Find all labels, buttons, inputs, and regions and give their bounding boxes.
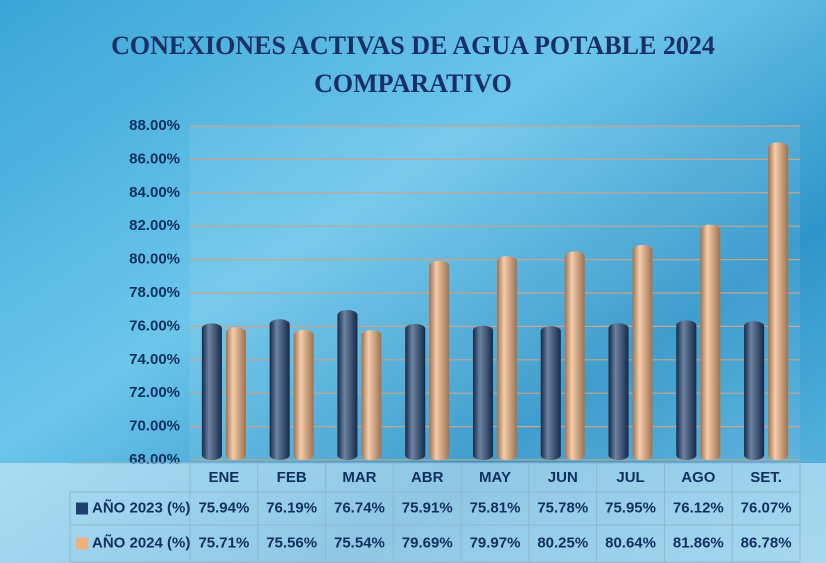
- data-label: 76.74%: [334, 499, 385, 516]
- y-tick-label: 68.00%: [129, 451, 180, 468]
- bar: [429, 260, 450, 460]
- data-label: 75.95%: [605, 499, 656, 516]
- bar: [225, 327, 246, 460]
- y-tick-label: 78.00%: [129, 284, 180, 301]
- y-tick-label: 76.00%: [129, 317, 180, 334]
- data-label: 80.64%: [605, 534, 656, 551]
- y-tick-label: 70.00%: [129, 418, 180, 435]
- y-tick-label: 82.00%: [129, 217, 180, 234]
- bar: [744, 321, 765, 460]
- data-label: 75.81%: [470, 499, 521, 516]
- y-tick-label: 86.00%: [129, 150, 180, 167]
- bar: [632, 244, 653, 460]
- data-label: 81.86%: [673, 534, 724, 551]
- bar: [337, 310, 358, 460]
- data-label: 79.97%: [470, 534, 521, 551]
- legend-swatch: [76, 537, 88, 550]
- data-label: 76.07%: [741, 499, 792, 516]
- data-label: 76.19%: [266, 499, 317, 516]
- bar: [676, 320, 697, 460]
- bar: [497, 256, 517, 460]
- legend-label: AÑO 2024 (%): [92, 533, 190, 551]
- y-tick-label: 72.00%: [129, 384, 180, 401]
- y-tick-label: 88.00%: [129, 117, 180, 134]
- data-label: 75.91%: [402, 499, 453, 516]
- data-label: 79.69%: [402, 534, 453, 551]
- x-tick-label: SET.: [750, 469, 782, 486]
- data-label: 80.25%: [537, 534, 588, 551]
- x-tick-label: FEB: [277, 469, 307, 486]
- table-background: [0, 463, 826, 563]
- bar: [564, 251, 585, 460]
- x-tick-label: AGO: [681, 469, 716, 486]
- legend-label: AÑO 2023 (%): [92, 498, 190, 516]
- bar: [201, 323, 222, 460]
- chart-title: CONEXIONES ACTIVAS DE AGUA POTABLE 2024: [111, 31, 715, 60]
- bar: [768, 142, 789, 460]
- bar: [700, 224, 721, 460]
- data-label: 86.78%: [741, 534, 792, 551]
- x-tick-label: ABR: [411, 469, 444, 486]
- chart-subtitle: COMPARATIVO: [314, 69, 512, 98]
- data-label: 75.71%: [198, 534, 249, 551]
- bar: [293, 329, 314, 460]
- data-label: 76.12%: [673, 499, 724, 516]
- x-tick-label: JUL: [616, 469, 644, 486]
- bar: [405, 323, 426, 460]
- data-label: 75.78%: [537, 499, 588, 516]
- y-tick-label: 80.00%: [129, 251, 180, 268]
- bar: [473, 325, 493, 460]
- bar: [540, 326, 561, 460]
- x-tick-label: MAR: [342, 469, 376, 486]
- x-tick-label: ENE: [208, 469, 239, 486]
- x-tick-label: JUN: [548, 469, 578, 486]
- data-label: 75.94%: [198, 499, 249, 516]
- data-label: 75.54%: [334, 534, 385, 551]
- x-tick-label: MAY: [479, 469, 511, 486]
- bar: [608, 323, 629, 460]
- legend-swatch: [76, 502, 88, 515]
- bar: [269, 319, 290, 460]
- y-tick-label: 84.00%: [129, 184, 180, 201]
- bar: [361, 330, 382, 460]
- y-tick-label: 74.00%: [129, 351, 180, 368]
- data-label: 75.56%: [266, 534, 317, 551]
